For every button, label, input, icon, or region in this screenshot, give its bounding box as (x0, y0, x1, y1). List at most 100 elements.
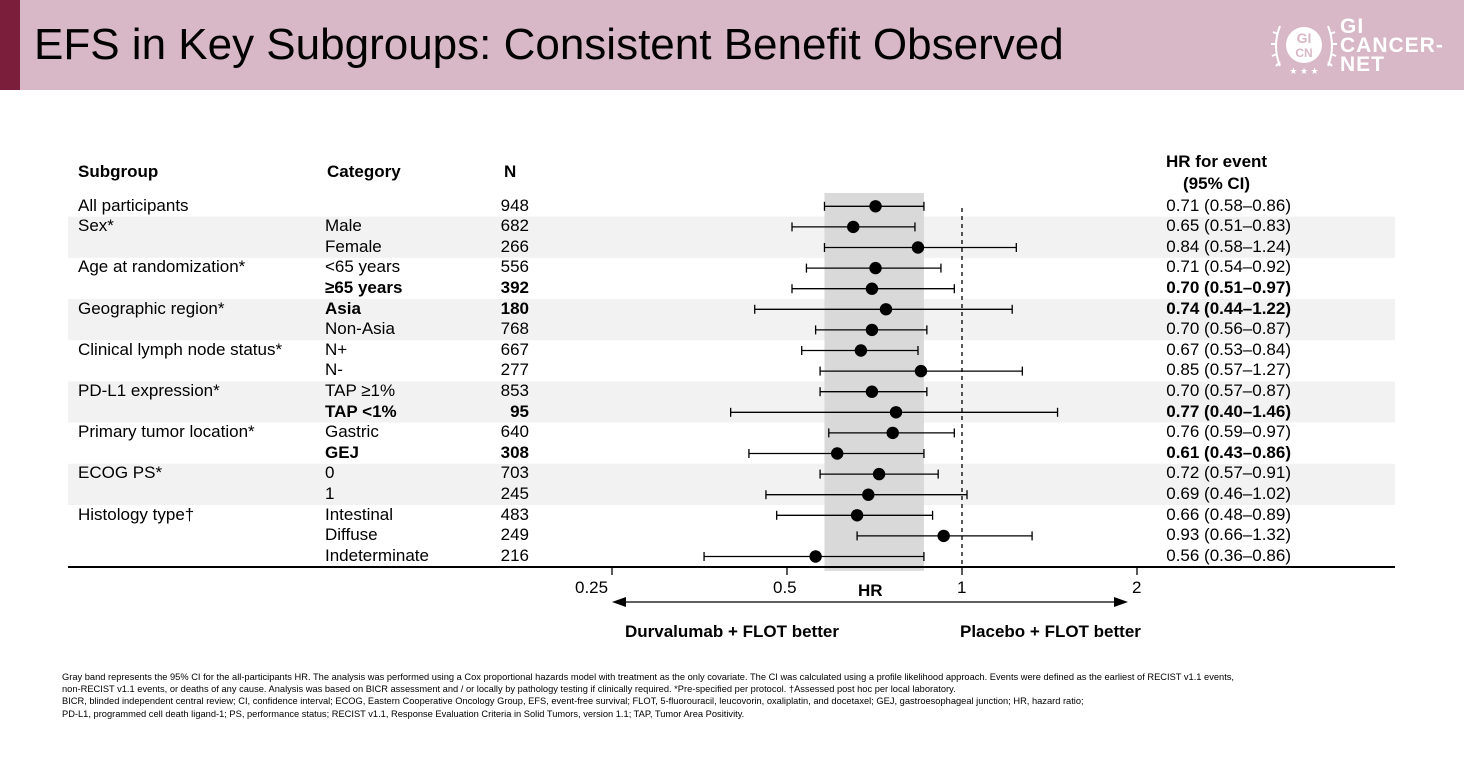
header-accent-bar (0, 0, 20, 90)
header-hr-line2: (95% CI) (1183, 174, 1251, 193)
left-direction-label: Durvalumab + FLOT better (625, 622, 839, 641)
x-axis-ticks (611, 567, 1138, 575)
hr-ci-value: 0.71 (0.58–0.86) (1166, 195, 1291, 215)
tick-label: 0.5 (773, 578, 797, 597)
n-value: 216 (500, 545, 529, 565)
n-value: 308 (500, 442, 529, 462)
category-label: Diffuse (325, 525, 378, 545)
hr-ci-value: 0.56 (0.36–0.86) (1166, 545, 1291, 565)
tick-label: 0.25 (575, 578, 609, 597)
arrow-left-icon (612, 597, 626, 607)
subgroup-label: Primary tumor location* (78, 422, 255, 442)
category-label: Non-Asia (325, 319, 395, 339)
x-axis-label: HR (858, 581, 883, 600)
logo-line-3: NET (1340, 53, 1385, 76)
hr-ci-value: 0.65 (0.51–0.83) (1166, 216, 1291, 236)
footnote-line: BICR, blinded independent central review… (62, 696, 1084, 707)
hr-ci-value: 0.85 (0.57–1.27) (1166, 360, 1291, 380)
hr-ci-value: 0.93 (0.66–1.32) (1166, 525, 1291, 545)
footnote-line: Gray band represents the 95% CI for the … (62, 672, 1235, 682)
row-stripes (68, 216, 1395, 505)
badge-bottom-text: CN (1295, 46, 1312, 60)
all-participants-ci-band (824, 193, 924, 571)
n-value: 703 (500, 463, 529, 483)
n-value: 277 (500, 360, 529, 380)
hr-ci-value: 0.70 (0.51–0.97) (1166, 277, 1291, 297)
badge-circle (1286, 27, 1322, 63)
title-bar: EFS in Key Subgroups: Consistent Benefit… (0, 0, 1464, 90)
hr-point (831, 447, 844, 460)
category-label: Asia (325, 298, 361, 318)
category-label: Intestinal (325, 504, 394, 524)
subgroup-label: Sex* (78, 216, 114, 236)
subgroup-label: Age at randomization* (78, 257, 246, 277)
header-subgroup: Subgroup (78, 162, 159, 181)
hr-point (862, 488, 875, 501)
n-value: 180 (500, 298, 529, 318)
hr-point (886, 426, 899, 440)
hr-point (869, 261, 882, 275)
header-hr-line1: HR for event (1166, 152, 1268, 171)
hr-ci-value: 0.72 (0.57–0.91) (1166, 463, 1291, 483)
category-label: Female (325, 236, 382, 256)
n-value: 682 (500, 216, 529, 236)
hr-ci-value: 0.76 (0.59–0.97) (1166, 422, 1291, 442)
n-value: 853 (500, 380, 529, 400)
n-value: 556 (500, 257, 529, 277)
hr-point (809, 550, 822, 563)
badge-top-text: GI (1297, 30, 1312, 46)
logo-line-1: GI (1340, 15, 1365, 38)
hr-point (889, 406, 903, 419)
row-stripe (68, 381, 1395, 423)
subgroup-label: All participants (78, 195, 189, 215)
page-title: EFS in Key Subgroups: Consistent Benefit… (34, 20, 1064, 69)
category-label: <65 years (325, 257, 401, 277)
hr-point (869, 200, 882, 213)
category-label: TAP <1% (325, 401, 397, 421)
hr-point (850, 509, 864, 522)
category-label: N+ (325, 339, 348, 359)
hr-point (847, 220, 860, 234)
hr-point (937, 529, 950, 543)
logo-wordmark: GI CANCER- NET (1340, 15, 1444, 76)
gi-cancernet-logo: GI CN ★ ★ ★ (1271, 25, 1337, 76)
n-value: 95 (510, 401, 529, 421)
footnotes: Gray band represents the 95% CI for the … (62, 671, 1452, 720)
category-label: 0 (325, 463, 335, 483)
row-stripe (68, 299, 1395, 341)
category-label: TAP ≥1% (325, 380, 396, 400)
n-value: 266 (500, 236, 529, 256)
footnote-line: PD-L1, programmed cell death ligand-1; P… (62, 708, 745, 719)
n-value: 948 (500, 195, 529, 215)
hr-ci-value: 0.67 (0.53–0.84) (1166, 339, 1291, 359)
n-value: 245 (500, 483, 529, 503)
arrow-right-icon (1114, 597, 1128, 607)
category-label: Gastric (325, 422, 379, 442)
star-icon: ★ ★ ★ (1289, 66, 1318, 76)
forest-marks (703, 200, 1059, 563)
row-stripe (68, 216, 1395, 258)
hr-point (865, 323, 879, 337)
n-value: 640 (500, 422, 529, 442)
hr-point (914, 364, 928, 378)
category-label: Indeterminate (325, 545, 429, 565)
hr-point (879, 303, 893, 316)
hr-ci-value: 0.77 (0.40–1.46) (1166, 401, 1291, 421)
header-n: N (504, 162, 517, 181)
hr-ci-value: 0.70 (0.56–0.87) (1166, 319, 1291, 339)
n-value: 249 (500, 525, 529, 545)
n-value: 667 (500, 339, 529, 359)
hr-ci-value: 0.66 (0.48–0.89) (1166, 504, 1291, 524)
hr-point (911, 241, 925, 254)
category-label: 1 (325, 483, 335, 503)
subgroup-label: ECOG PS* (78, 463, 163, 483)
logo-line-2: CANCER- (1340, 34, 1444, 57)
subgroup-label: Histology type† (78, 504, 195, 524)
laurel-badge-icon (1271, 25, 1337, 67)
hr-ci-value: 0.69 (0.46–1.02) (1166, 483, 1291, 503)
subgroup-label: Clinical lymph node status* (78, 339, 283, 359)
n-value: 483 (500, 504, 529, 524)
category-label: N- (325, 360, 343, 380)
right-direction-label: Placebo + FLOT better (960, 622, 1141, 641)
